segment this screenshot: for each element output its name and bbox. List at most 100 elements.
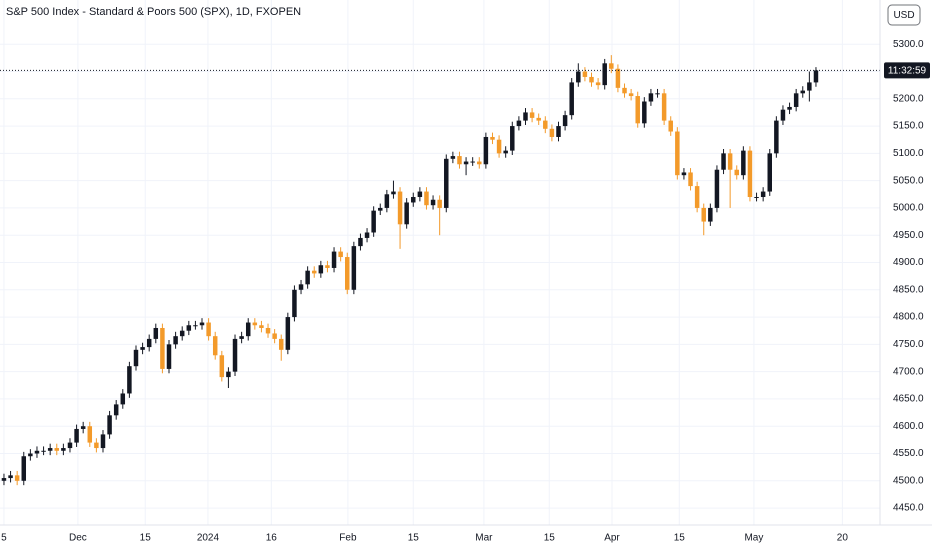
y-tick-label: 5300.0 <box>893 39 924 50</box>
candle-body <box>787 106 792 110</box>
countdown-box <box>884 62 930 79</box>
candle-body <box>595 82 601 86</box>
axis-labels: 4450.0 4500.0 4550.0 4600.0 4650.0 4700.0 4750… <box>1 39 930 544</box>
x-tick-label: Apr <box>604 533 620 544</box>
candle-body <box>543 120 548 129</box>
candle-body <box>523 112 528 121</box>
y-tick-label: 4900.0 <box>893 257 924 268</box>
candle-body <box>694 186 700 208</box>
candle-body <box>701 207 706 222</box>
x-tick-label: Dec <box>69 533 87 544</box>
candle-body <box>503 150 508 154</box>
candle-body <box>265 327 271 334</box>
candle-body <box>140 347 145 350</box>
candle-body <box>661 93 667 121</box>
currency-label[interactable]: USD <box>893 10 914 21</box>
candle-body <box>259 325 264 328</box>
candle-body <box>681 172 687 176</box>
candle-body <box>734 169 739 176</box>
candle-body <box>87 426 93 443</box>
candle-body <box>325 265 330 268</box>
candle-body <box>285 317 291 350</box>
candle-body <box>146 338 152 348</box>
candle-body <box>311 270 317 274</box>
x-tick-label: May <box>744 533 763 544</box>
candle-body <box>397 191 403 225</box>
candle-body <box>714 169 720 208</box>
candle-body <box>780 109 786 121</box>
candle-body <box>331 251 337 268</box>
y-tick-label: 4500.0 <box>893 475 924 486</box>
candle-body <box>47 448 53 451</box>
candle-body <box>120 393 126 405</box>
x-tick-label: 20 <box>837 533 849 544</box>
candle-body <box>536 117 541 121</box>
y-tick-label: 4650.0 <box>893 394 924 405</box>
x-tick-label: 16 <box>266 533 278 544</box>
y-tick-label: 5000.0 <box>893 203 924 214</box>
candle-body <box>602 63 607 86</box>
y-tick-label: 4800.0 <box>893 312 924 323</box>
candle-body <box>727 153 733 170</box>
candle-body <box>14 475 20 481</box>
candle-body <box>166 344 172 369</box>
y-tick-label: 4700.0 <box>893 366 924 377</box>
candle-body <box>767 153 772 192</box>
candle-body <box>463 161 469 165</box>
x-tick-label: 15 <box>408 533 420 544</box>
candle-body <box>569 82 574 116</box>
x-tick-label: 15 <box>674 533 686 544</box>
candle-body <box>635 96 640 124</box>
x-tick-label: 2024 <box>197 533 220 544</box>
candle-body <box>173 336 178 345</box>
candle-body <box>628 93 634 97</box>
candle-body <box>318 265 324 274</box>
candle-body <box>708 207 713 222</box>
x-tick-label: 15 <box>140 533 152 544</box>
candle-body <box>615 68 621 88</box>
candle-body <box>219 355 225 378</box>
grid <box>0 0 880 525</box>
candle-body <box>345 257 350 290</box>
candle-body <box>510 126 515 151</box>
candle-body <box>741 150 746 176</box>
y-tick-label: 4950.0 <box>893 230 924 241</box>
candle-body <box>67 442 73 449</box>
candle-body <box>411 197 416 203</box>
candle-body <box>793 93 799 107</box>
candle-body <box>470 161 475 163</box>
candle-body <box>252 322 258 326</box>
candle-body <box>417 191 423 198</box>
candle-body <box>186 325 192 331</box>
candle-body <box>54 448 60 451</box>
candle-body <box>457 156 462 165</box>
candle-body <box>378 207 383 211</box>
y-tick-label: 5100.0 <box>893 148 924 159</box>
candle-body <box>94 442 99 449</box>
y-tick-label: 4550.0 <box>893 448 924 459</box>
candle-body <box>444 158 449 208</box>
candle-body <box>721 153 726 170</box>
candle-body <box>21 456 27 481</box>
candle-body <box>609 63 614 69</box>
currency-button[interactable] <box>887 4 921 26</box>
candle-body <box>430 199 436 206</box>
candle-body <box>8 475 13 479</box>
candle-body <box>113 404 119 416</box>
candle-body <box>74 428 79 443</box>
candle-body <box>582 71 588 77</box>
candle-body <box>107 415 112 435</box>
candle-body <box>529 112 535 118</box>
candle-body <box>760 191 766 198</box>
candle-body <box>272 333 277 339</box>
candle-body <box>622 87 627 94</box>
candle-body <box>562 115 568 127</box>
candle-body <box>358 237 363 247</box>
candle-body <box>232 338 238 372</box>
candle-body <box>516 120 522 127</box>
candle-body <box>338 251 343 258</box>
x-tick-label: Feb <box>339 533 357 544</box>
candle-body <box>179 330 185 337</box>
